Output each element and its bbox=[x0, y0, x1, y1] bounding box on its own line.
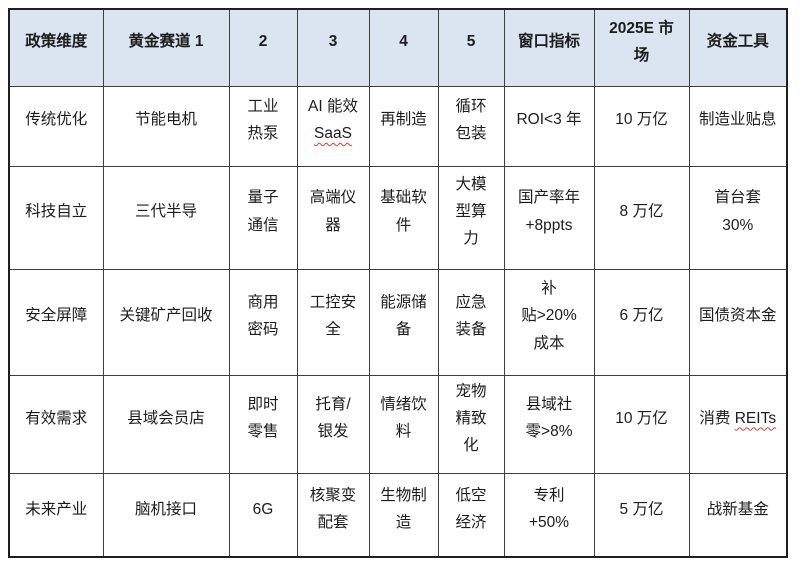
table-cell-r4-c0: 未来产业 bbox=[8, 472, 104, 558]
table-header: 政策维度 黄金赛道 1 2 3 4 5 窗口指标 2025E 市 场资金工具 bbox=[8, 8, 788, 87]
table-row-4: 未来产业 脑机接口 6G 核聚变 配套 生物制 造低空 经济 专利 +50% 5 万亿 战新基… bbox=[8, 472, 788, 558]
table-cell-r0-c2: 工业 热泵 bbox=[228, 85, 298, 167]
table-cell-r3-c2: 即时 零售 bbox=[228, 374, 298, 474]
header-cell-3: 3 bbox=[296, 8, 370, 87]
header-cell-4: 4 bbox=[368, 8, 439, 87]
table-cell-r4-c8: 战新基金 bbox=[688, 472, 788, 558]
table-cell-r1-c2: 量子 通信 bbox=[228, 165, 298, 270]
table-cell-r2-c7: 6 万亿 bbox=[593, 268, 690, 376]
table-row-3: 有效需求 县域会员店 即时 零售 托育/ 银发 情绪饮 料宠物 精致 化县域社 零>8%… bbox=[8, 374, 788, 474]
table-cell-r2-c5: 应急 装备 bbox=[437, 268, 505, 376]
header-cell-6: 窗口指标 bbox=[503, 8, 595, 87]
table-cell-r2-c0: 安全屏障 bbox=[8, 268, 104, 376]
header-cell-7: 2025E 市 场 bbox=[593, 8, 690, 87]
table-cell-r3-c7: 10 万亿 bbox=[593, 374, 690, 474]
table-cell-r2-c3: 工控安 全 bbox=[296, 268, 370, 376]
table-cell-r0-c5: 循环 包装 bbox=[437, 85, 505, 167]
header-cell-1: 黄金赛道 1 bbox=[102, 8, 230, 87]
table-cell-r4-c6: 专利 +50% bbox=[503, 472, 595, 558]
table-cell-r2-c8: 国债资本金 bbox=[688, 268, 788, 376]
header-cell-8: 资金工具 bbox=[688, 8, 788, 87]
table-cell-r2-c1: 关键矿产回收 bbox=[102, 268, 230, 376]
table-cell-r3-c6: 县域社 零>8% bbox=[503, 374, 595, 474]
table-cell-r0-c3: AI 能效 SaaS bbox=[296, 85, 370, 167]
header-cell-2: 2 bbox=[228, 8, 298, 87]
table-body: 传统优化 节能电机 工业 热泵 AI 能效 SaaS 再制造 循环 包装 ROI<3 年 10… bbox=[8, 85, 788, 558]
table-cell-r0-c6: ROI<3 年 bbox=[503, 85, 595, 167]
table-cell-r1-c0: 科技自立 bbox=[8, 165, 104, 270]
table-cell-r3-c0: 有效需求 bbox=[8, 374, 104, 474]
table-cell-r1-c7: 8 万亿 bbox=[593, 165, 690, 270]
header-row: 政策维度 黄金赛道 1 2 3 4 5 窗口指标 2025E 市 场资金工具 bbox=[8, 8, 788, 87]
table-cell-r1-c1: 三代半导 bbox=[102, 165, 230, 270]
table-cell-r0-c4: 再制造 bbox=[368, 85, 439, 167]
table-cell-r4-c5: 低空 经济 bbox=[437, 472, 505, 558]
table-cell-r3-c1: 县域会员店 bbox=[102, 374, 230, 474]
table-row-1: 科技自立 三代半导 量子 通信 高端仪 器基础软 件大模 型算 力国产率年 +8ppt… bbox=[8, 165, 788, 270]
header-cell-5: 5 bbox=[437, 8, 505, 87]
spellcheck-word: REITs bbox=[734, 409, 777, 427]
table-cell-r1-c5: 大模 型算 力 bbox=[437, 165, 505, 270]
table-cell-r1-c6: 国产率年 +8ppts bbox=[503, 165, 595, 270]
table-cell-r4-c2: 6G bbox=[228, 472, 298, 558]
table-cell-r4-c7: 5 万亿 bbox=[593, 472, 690, 558]
table-cell-r4-c1: 脑机接口 bbox=[102, 472, 230, 558]
spellcheck-word: SaaS bbox=[314, 125, 352, 142]
header-cell-0: 政策维度 bbox=[8, 8, 104, 87]
table-cell-r3-c5: 宠物 精致 化 bbox=[437, 374, 505, 474]
table-cell-r0-c1: 节能电机 bbox=[102, 85, 230, 167]
table-cell-r3-c3: 托育/ 银发 bbox=[296, 374, 370, 474]
policy-matrix-table: 政策维度 黄金赛道 1 2 3 4 5 窗口指标 2025E 市 场资金工具 传统优化 节能电机… bbox=[8, 8, 788, 559]
table-row-2: 安全屏障 关键矿产回收 商用 密码 工控安 全能源储 备应急 装备补 贴>20% 成本… bbox=[8, 268, 788, 376]
table-cell-r1-c8: 首台套 30% bbox=[688, 165, 788, 270]
table-cell-r3-c8: 消费 REITs bbox=[688, 374, 788, 474]
table-cell-r2-c4: 能源储 备 bbox=[368, 268, 439, 376]
table-cell-r1-c3: 高端仪 器 bbox=[296, 165, 370, 270]
table-row-0: 传统优化 节能电机 工业 热泵 AI 能效 SaaS 再制造 循环 包装 ROI<3 年 10… bbox=[8, 85, 788, 167]
table-cell-r0-c0: 传统优化 bbox=[8, 85, 104, 167]
table-cell-r2-c6: 补 贴>20% 成本 bbox=[503, 268, 595, 376]
table-cell-r4-c4: 生物制 造 bbox=[368, 472, 439, 558]
table-cell-r2-c2: 商用 密码 bbox=[228, 268, 298, 376]
table-cell-r3-c4: 情绪饮 料 bbox=[368, 374, 439, 474]
table-cell-r0-c7: 10 万亿 bbox=[593, 85, 690, 167]
table-cell-r1-c4: 基础软 件 bbox=[368, 165, 439, 270]
table-cell-r0-c8: 制造业贴息 bbox=[688, 85, 788, 167]
table-cell-r4-c3: 核聚变 配套 bbox=[296, 472, 370, 558]
